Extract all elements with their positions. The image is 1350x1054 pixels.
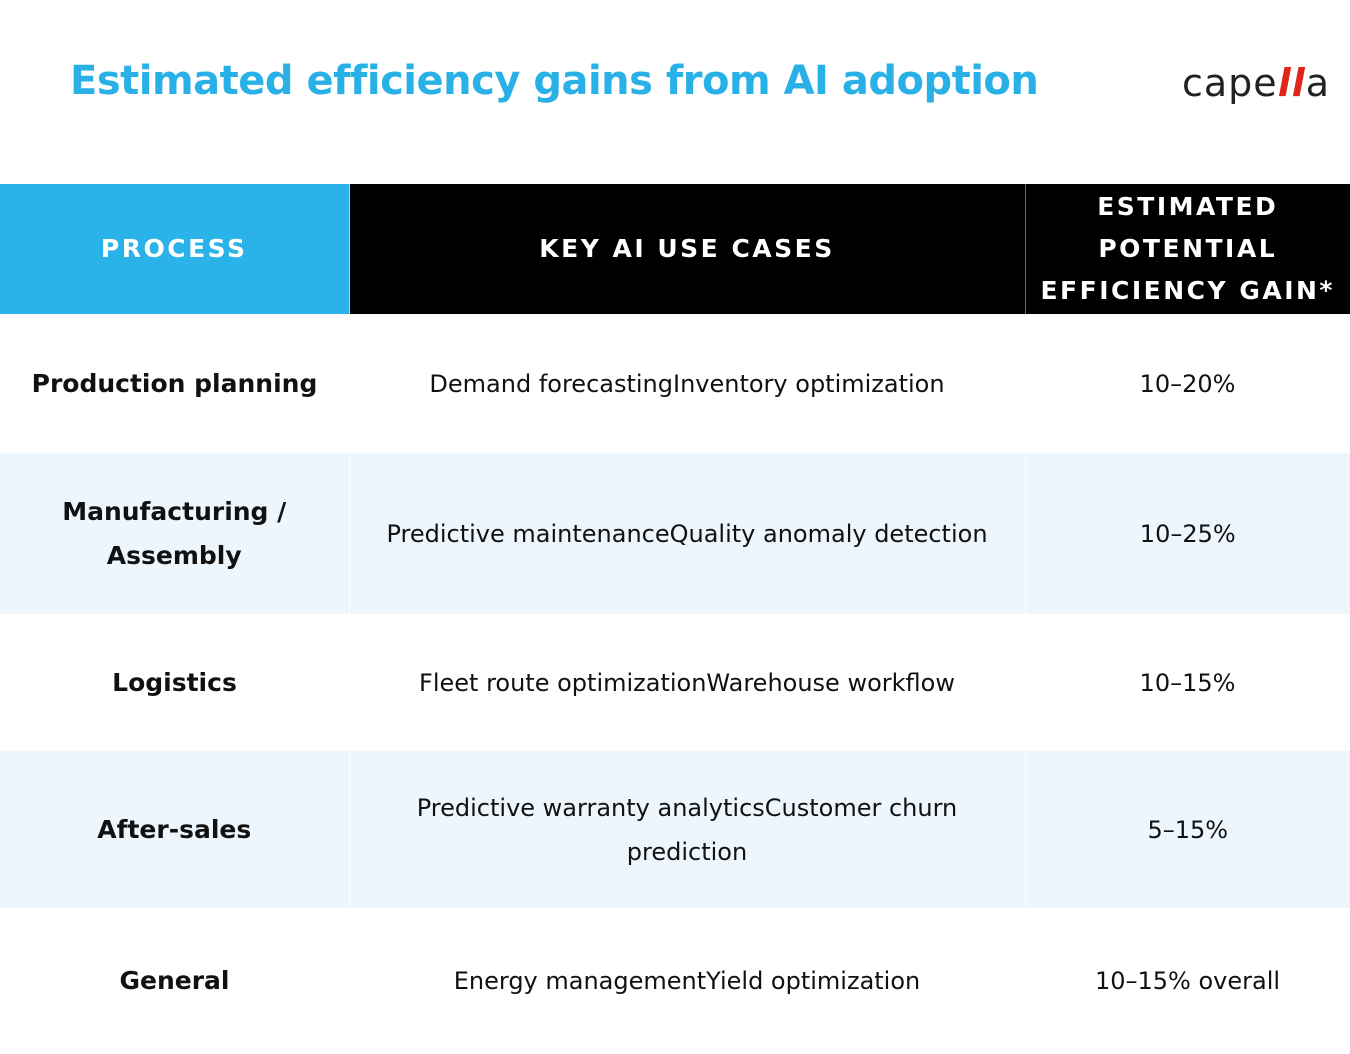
table-row: Logistics Fleet route optimizationWareho… [0,614,1350,751]
gain-cell: 10–15% [1139,668,1236,697]
table-row: General Energy managementYield optimizat… [0,908,1350,1054]
capella-logo: capella [1182,64,1330,102]
efficiency-gains-table: PROCESS KEY AI USE CASES ESTIMATED POTEN… [0,184,1350,1054]
table-row: Production planning Demand forecastingIn… [0,314,1350,453]
gain-cell: 10–20% [1139,369,1236,398]
process-cell: Production planning [31,368,318,398]
column-header-use-cases: KEY AI USE CASES [349,184,1026,314]
process-cell: Logistics [112,667,237,697]
column-header-process: PROCESS [0,184,350,314]
use-cases-cell: Energy managementYield optimization [453,967,921,995]
gain-cell: 10–25% [1025,453,1350,614]
table-row: After-sales Predictive warranty analytic… [0,751,1350,908]
table-header-row: PROCESS KEY AI USE CASES ESTIMATED POTEN… [0,184,1350,314]
column-header-efficiency-gain: ESTIMATED POTENTIAL EFFICIENCY GAIN* [1025,184,1350,314]
gain-cell: 5–15% [1025,751,1350,908]
logo-text-end: a [1305,61,1331,105]
table-row: Manufacturing / Assembly Predictive main… [0,453,1350,614]
gain-cell: 10–15% overall [1094,967,1281,995]
use-cases-cell: Predictive maintenanceQuality anomaly de… [349,453,1026,614]
use-cases-cell: Fleet route optimizationWarehouse workfl… [419,668,955,697]
use-cases-cell: Predictive warranty analyticsCustomer ch… [349,751,1026,908]
use-cases-cell: Demand forecastingInventory optimization [429,369,945,398]
process-cell: General [119,966,230,995]
logo-text-start: cape [1182,61,1278,105]
process-cell: Manufacturing / Assembly [0,453,350,614]
process-cell: After-sales [0,751,350,908]
logo-text-accent: ll [1277,61,1306,105]
page-title: Estimated efficiency gains from AI adopt… [70,58,1039,104]
